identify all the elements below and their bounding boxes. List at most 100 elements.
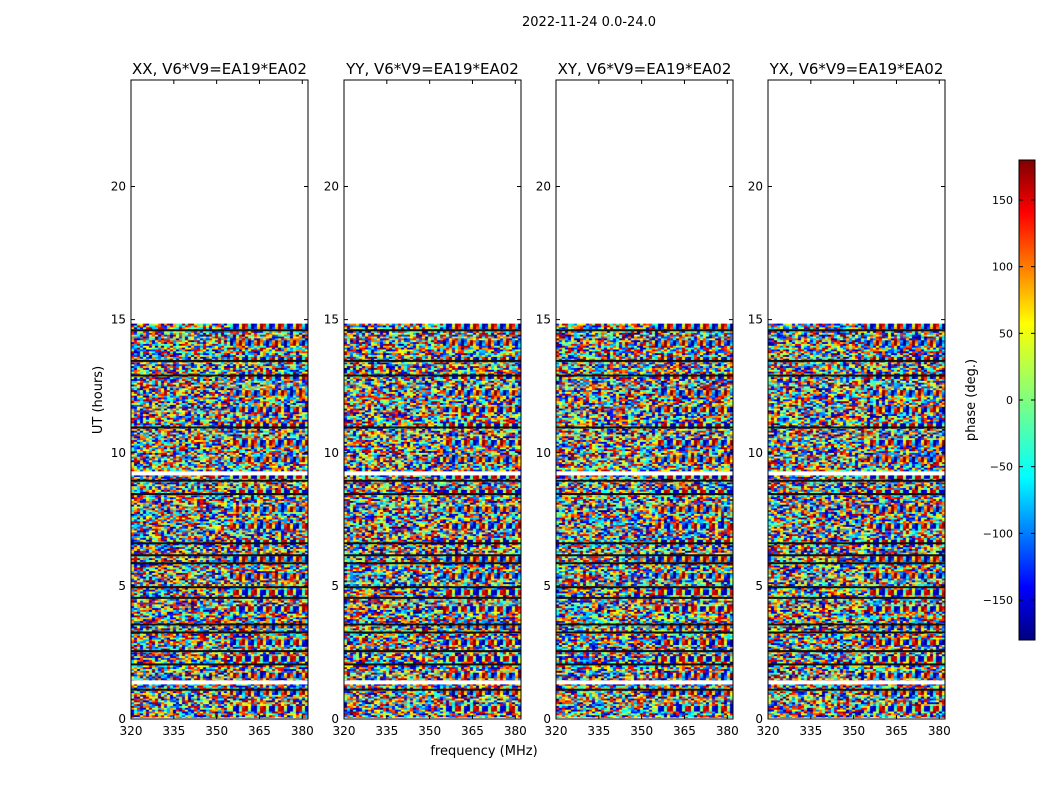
scan-gap-line (344, 542, 521, 545)
x-tick-label: 365 (461, 724, 484, 738)
scan-gap-line (344, 329, 521, 332)
scan-gap-line (344, 631, 521, 634)
y-tick-label: 10 (748, 446, 763, 460)
panel-frame (767, 79, 946, 720)
colorbar: −150 −100 −50 0 50 100 150 phase (deg.) (964, 159, 1036, 641)
flagged-band (768, 680, 945, 685)
scan-gap-line (556, 631, 733, 634)
colorbar-tick-label: −150 (983, 594, 1013, 607)
scan-gap-line (556, 542, 733, 545)
scan-gap-line (768, 623, 945, 626)
panel-yy: YY, V6*V9=EA19*EA02 0 5 10 15 20 320 335 350 365 3… (324, 60, 527, 738)
phase-heatmap (768, 323, 945, 718)
scan-gap-line (344, 688, 521, 691)
scan-gap-line (131, 359, 308, 362)
x-tick-label: 335 (162, 724, 185, 738)
y-tick-label: 15 (111, 313, 126, 327)
x-tick-label: 380 (928, 724, 951, 738)
y-tick-label: 5 (755, 579, 763, 593)
x-tick-label: 365 (885, 724, 908, 738)
scan-gap-line (768, 663, 945, 666)
x-tick-label: 335 (587, 724, 610, 738)
scan-gap-line (768, 562, 945, 565)
y-tick-label: 10 (536, 446, 551, 460)
scan-gap-line (344, 596, 521, 599)
scan-gap-line (556, 493, 733, 496)
x-tick-label: 320 (333, 724, 356, 738)
colorbar-tick-label: 100 (992, 261, 1013, 274)
scan-gap-line (344, 663, 521, 666)
scan-gap-line (131, 493, 308, 496)
panel-title: XX, V6*V9=EA19*EA02 (132, 60, 307, 78)
scan-gap-line (556, 623, 733, 626)
x-tick-label: 320 (545, 724, 568, 738)
y-tick-label: 20 (536, 180, 551, 194)
scan-gap-line (131, 374, 308, 377)
x-tick-label: 380 (291, 724, 314, 738)
flagged-band (768, 471, 945, 476)
scan-gap-line (768, 596, 945, 599)
x-tick-label: 335 (799, 724, 822, 738)
panel-frame (130, 79, 309, 720)
scan-gap-line (131, 663, 308, 666)
flagged-band (556, 680, 733, 685)
scan-gap-line (344, 359, 521, 362)
scan-gap-line (556, 663, 733, 666)
colorbar-tick-label: 150 (992, 194, 1013, 207)
panel-title: YX, V6*V9=EA19*EA02 (769, 60, 944, 78)
panel-title: YY, V6*V9=EA19*EA02 (345, 60, 519, 78)
y-tick-label: 10 (324, 446, 339, 460)
panel-title: XY, V6*V9=EA19*EA02 (558, 60, 732, 78)
panel-yx: YX, V6*V9=EA19*EA02 0 5 10 15 20 320 335 350 365 3… (748, 60, 951, 738)
colorbar-tick-label: −50 (990, 461, 1013, 474)
scan-gap-line (768, 329, 945, 332)
scan-gap-line (131, 479, 308, 482)
scan-gap-line (556, 359, 733, 362)
x-tick-label: 350 (630, 724, 653, 738)
scan-gap-line (556, 586, 733, 589)
colorbar-tick-label: 0 (1006, 394, 1013, 407)
x-tick-label: 320 (120, 724, 143, 738)
x-tick-label: 320 (757, 724, 780, 738)
panel-xy: XY, V6*V9=EA19*EA02 0 5 10 15 20 320 335 350 365 3… (536, 60, 739, 738)
x-tick-label: 350 (205, 724, 228, 738)
scan-gap-line (344, 479, 521, 482)
scan-gap-line (131, 631, 308, 634)
panel-frame (555, 79, 734, 720)
y-axis-label: UT (hours) (91, 366, 106, 434)
y-tick-label: 5 (543, 579, 551, 593)
scan-gap-line (556, 562, 733, 565)
scan-gap-line (768, 631, 945, 634)
phase-heatmap (344, 323, 521, 718)
scan-gap-line (344, 554, 521, 557)
scan-gap-line (768, 554, 945, 557)
x-tick-label: 350 (418, 724, 441, 738)
y-tick-label: 0 (331, 712, 339, 726)
scan-gap-line (344, 623, 521, 626)
phase-heatmap (131, 323, 308, 718)
scan-gap-line (556, 554, 733, 557)
panels-group: XX, V6*V9=EA19*EA02 0 5 10 15 20 320 335 350 365 3… (111, 60, 951, 738)
flagged-band (556, 471, 733, 476)
y-tick-label: 5 (331, 579, 339, 593)
scan-gap-line (768, 493, 945, 496)
scan-gap-line (344, 562, 521, 565)
scan-gap-line (768, 374, 945, 377)
flagged-band (344, 680, 521, 685)
scan-gap-line (556, 426, 733, 429)
scan-gap-line (556, 650, 733, 653)
scan-gap-line (344, 426, 521, 429)
x-tick-label: 380 (504, 724, 527, 738)
scan-gap-line (131, 650, 308, 653)
scan-gap-line (556, 374, 733, 377)
scan-gap-line (768, 426, 945, 429)
flagged-band (131, 680, 308, 685)
colorbar-tick-label: −100 (983, 527, 1013, 540)
scan-gap-line (344, 650, 521, 653)
scan-gap-line (768, 688, 945, 691)
panel-frame (343, 79, 522, 720)
scan-gap-line (556, 329, 733, 332)
y-tick-label: 15 (324, 313, 339, 327)
y-tick-label: 0 (118, 712, 126, 726)
